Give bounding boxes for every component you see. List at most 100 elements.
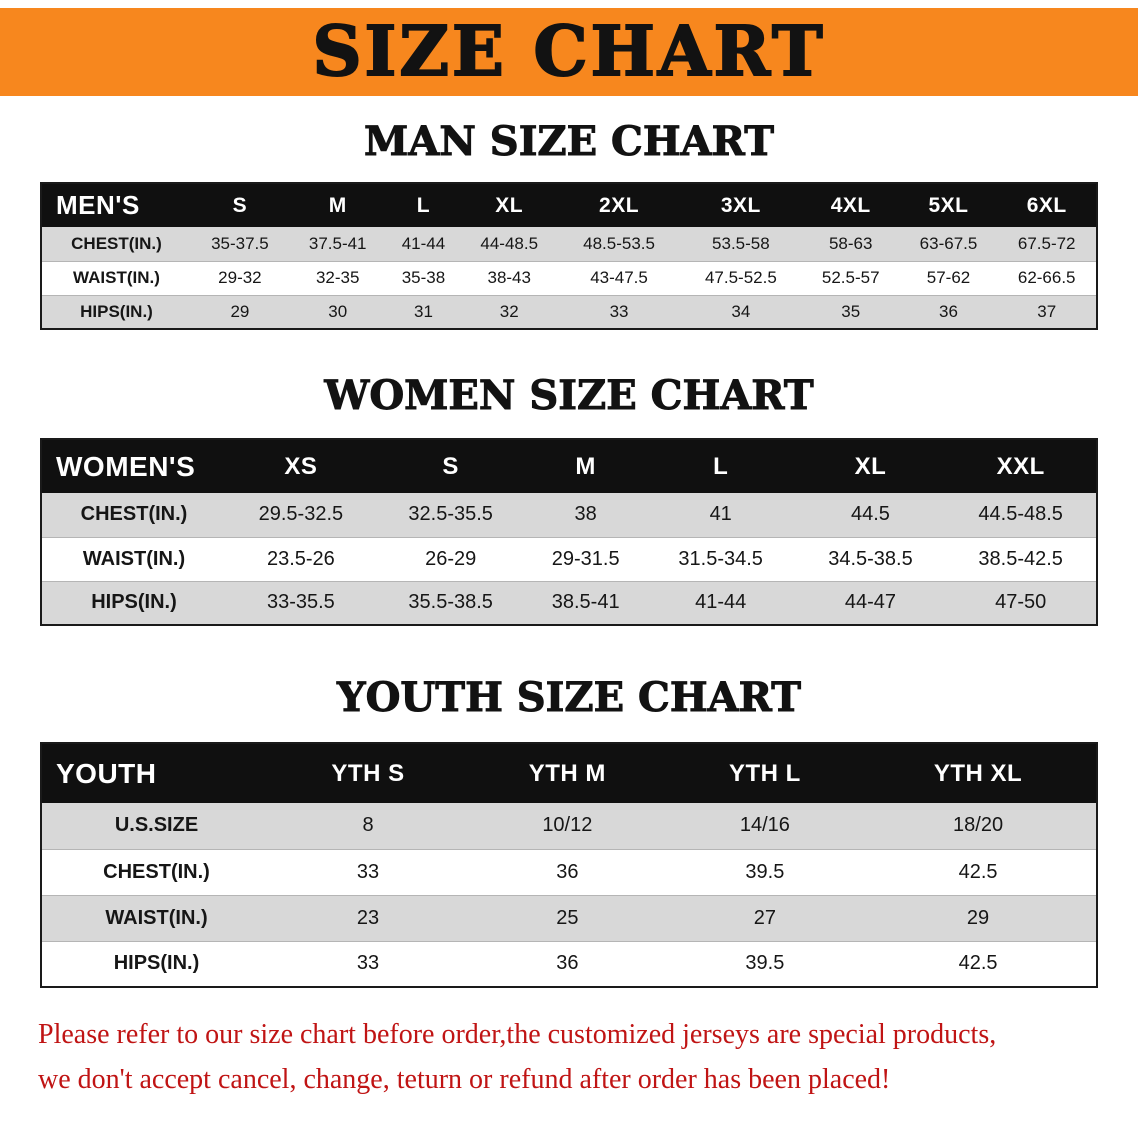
disclaimer-note: Please refer to our size chart before or… xyxy=(0,1012,1138,1103)
size-header-cell: YTH L xyxy=(669,743,861,803)
value-cell: 48.5-53.5 xyxy=(583,233,655,253)
value-cell: 39.5 xyxy=(669,848,861,895)
size-header-cell: L xyxy=(645,439,796,493)
value-cell: 37.5-41 xyxy=(308,233,367,253)
value-cell: 29-31.5 xyxy=(525,536,646,581)
value-cell: 63-67.5 xyxy=(919,233,978,253)
size-header-cell: S xyxy=(191,183,289,227)
value-cell: 43-47.5 xyxy=(558,260,680,295)
table-header-row: MEN'S S M L XL 2XL 3XL 4XL 5XL 6XL xyxy=(41,183,1097,227)
size-header-cell: S xyxy=(375,439,526,493)
row-label-cell: CHEST(IN.) xyxy=(41,848,271,895)
value-cell: 38-43 xyxy=(460,260,559,295)
value-cell: 33 xyxy=(558,294,680,329)
row-label-cell: WAIST(IN.) xyxy=(41,260,191,295)
value-cell: 34 xyxy=(679,294,802,329)
row-label-cell: HIPS(IN.) xyxy=(41,580,226,625)
value-cell: 38.5-41 xyxy=(525,580,646,625)
size-header-cell: 4XL xyxy=(801,183,900,227)
size-header-cell: YTH XL xyxy=(860,743,1097,803)
value-cell: 42.5 xyxy=(860,940,1097,987)
table-row: HIPS(IN.) 33 36 39.5 42.5 xyxy=(41,940,1097,987)
value-cell: 35 xyxy=(801,294,900,329)
size-header-cell: XS xyxy=(226,439,376,493)
value-cell: 47-50 xyxy=(945,580,1097,625)
table-row: U.S.SIZE 8 10/12 14/16 18/20 xyxy=(41,803,1097,849)
disclaimer-line-2: we don't accept cancel, change, teturn o… xyxy=(38,1064,891,1096)
size-header-cell: 2XL xyxy=(558,183,680,227)
value-cell: 41-44 xyxy=(645,580,796,625)
size-header-cell: 3XL xyxy=(679,183,802,227)
size-header-cell: 6XL xyxy=(997,183,1097,227)
women-section-heading: WOMEN SIZE CHART xyxy=(324,372,814,420)
value-cell: 38.5-42.5 xyxy=(945,536,1097,581)
size-header-cell: 5XL xyxy=(899,183,998,227)
value-cell: 42.5 xyxy=(860,848,1097,895)
table-row: HIPS(IN.) 29 30 31 32 33 34 35 36 37 xyxy=(41,294,1097,329)
value-cell: 36 xyxy=(465,848,670,895)
men-size-table: MEN'S S M L XL 2XL 3XL 4XL 5XL 6XL CHEST(IN.) 35-37… xyxy=(40,182,1098,330)
value-cell: 41-44 xyxy=(401,233,446,253)
size-header-cell: YTH M xyxy=(465,743,670,803)
value-cell: 53.5-58 xyxy=(712,233,770,253)
table-header-row: WOMEN'S XS S M L XL XXL xyxy=(41,439,1097,493)
value-cell: 44-48.5 xyxy=(480,233,539,253)
value-cell: 58-63 xyxy=(828,233,873,253)
row-label-cell: CHEST(IN.) xyxy=(80,503,188,526)
women-size-table: WOMEN'S XS S M L XL XXL CHEST(IN.) 29.5-32.5 32.5… xyxy=(40,438,1098,626)
value-cell: 31.5-34.5 xyxy=(645,536,796,581)
value-cell: 35-37.5 xyxy=(211,233,269,253)
value-cell: 29 xyxy=(191,294,289,329)
value-cell: 36 xyxy=(465,940,670,987)
row-label-cell: WAIST(IN.) xyxy=(41,536,226,581)
value-cell: 30 xyxy=(288,294,387,329)
value-cell: 39.5 xyxy=(669,940,861,987)
table-row: WAIST(IN.) 29-32 32-35 35-38 38-43 43-47.5 47.… xyxy=(41,260,1097,295)
value-cell: 36 xyxy=(899,294,998,329)
youth-section-heading: YOUTH SIZE CHART xyxy=(337,674,802,722)
table-title-cell: MEN'S xyxy=(41,183,191,227)
value-cell: 41 xyxy=(709,503,732,526)
value-cell: 67.5-72 xyxy=(1017,233,1076,253)
disclaimer-line-1: Please refer to our size chart before or… xyxy=(38,1019,997,1050)
value-cell: 23 xyxy=(271,894,466,941)
table-row: WAIST(IN.) 23 25 27 29 xyxy=(41,894,1097,941)
value-cell: 26-29 xyxy=(375,536,526,581)
value-cell: 33 xyxy=(271,940,466,987)
row-label-cell: U.S.SIZE xyxy=(114,814,199,837)
men-section-heading: MAN SIZE CHART xyxy=(364,118,775,166)
value-cell: 44.5 xyxy=(851,503,890,526)
table-title-cell: WOMEN'S xyxy=(41,439,226,493)
women-size-section: WOMEN SIZE CHART WOMEN'S XS S M L XL XXL CHEST(… xyxy=(0,372,1138,626)
table-row: CHEST(IN.) 35-37.5 37.5-41 41-44 44-48.5 48.5… xyxy=(41,227,1097,261)
table-row: HIPS(IN.) 33-35.5 35.5-38.5 38.5-41 41-44 44-… xyxy=(41,580,1097,625)
size-header-cell: XL xyxy=(795,439,946,493)
value-cell: 35.5-38.5 xyxy=(375,580,526,625)
value-cell: 25 xyxy=(465,894,670,941)
size-header-cell: XL xyxy=(460,183,559,227)
value-cell: 29.5-32.5 xyxy=(258,503,344,526)
value-cell: 37 xyxy=(997,294,1097,329)
row-label-cell: WAIST(IN.) xyxy=(41,894,271,941)
value-cell: 44-47 xyxy=(795,580,946,625)
table-row: WAIST(IN.) 23.5-26 26-29 29-31.5 31.5-34.5 34… xyxy=(41,536,1097,581)
size-header-cell: L xyxy=(386,183,461,227)
value-cell: 35-38 xyxy=(386,260,461,295)
value-cell: 23.5-26 xyxy=(226,536,376,581)
table-row: CHEST(IN.) 33 36 39.5 42.5 xyxy=(41,848,1097,895)
row-label-cell: CHEST(IN.) xyxy=(71,233,162,253)
size-header-cell: XXL xyxy=(945,439,1097,493)
value-cell: 29 xyxy=(860,894,1097,941)
value-cell: 18/20 xyxy=(953,814,1004,837)
value-cell: 62-66.5 xyxy=(997,260,1097,295)
table-row: CHEST(IN.) 29.5-32.5 32.5-35.5 38 41 44.5 44.5… xyxy=(41,493,1097,537)
value-cell: 33-35.5 xyxy=(226,580,376,625)
size-chart-banner: SIZE CHART xyxy=(0,8,1138,96)
value-cell: 32 xyxy=(460,294,559,329)
youth-size-section: YOUTH SIZE CHART YOUTH YTH S YTH M YTH L YTH… xyxy=(0,674,1138,988)
value-cell: 29-32 xyxy=(191,260,289,295)
table-header-row: YOUTH YTH S YTH M YTH L YTH XL xyxy=(41,743,1097,803)
value-cell: 44.5-48.5 xyxy=(978,503,1063,526)
row-label-cell: HIPS(IN.) xyxy=(41,294,191,329)
value-cell: 14/16 xyxy=(739,814,790,837)
